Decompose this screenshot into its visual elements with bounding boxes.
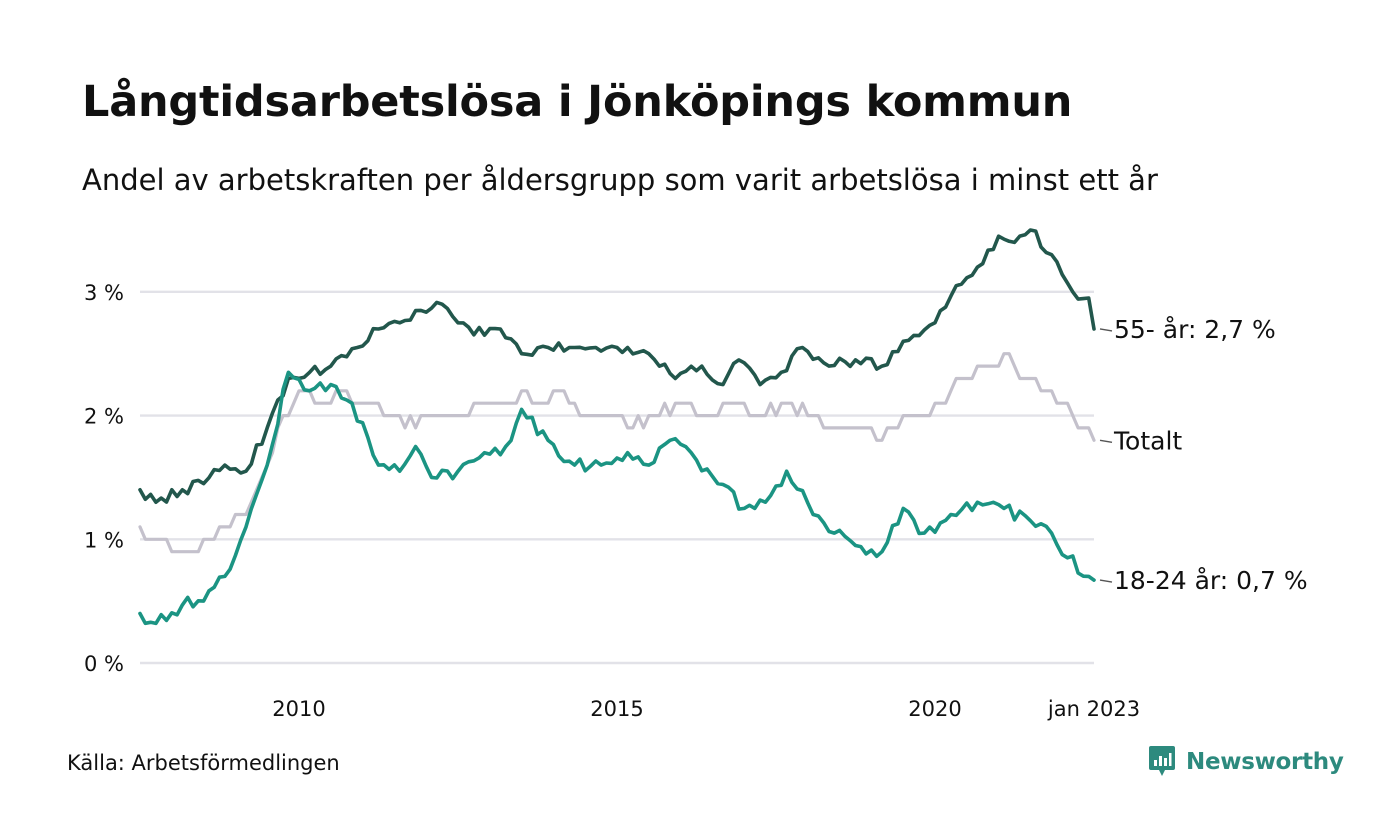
x-axis-tick-labels: 2010 2015 2020 jan 2023 — [272, 697, 1140, 721]
series-end-label: 55- år: 2,7 % — [1114, 315, 1276, 344]
brand-name: Newsworthy — [1186, 749, 1344, 775]
series-end-label: Totalt — [1113, 426, 1182, 455]
y-tick-label: 3 % — [84, 281, 124, 305]
series-line-totalt — [138, 352, 1096, 554]
series-end-labels: Totalt 55- år: 2,7 % 18-24 år: 0,7 % — [1099, 315, 1308, 595]
y-axis-tick-labels: 0 % 1 % 2 % 3 % — [84, 281, 124, 676]
newsworthy-bar-chart-icon — [1149, 746, 1175, 776]
end-label-leader — [1099, 328, 1113, 332]
series-end-label: 18-24 år: 0,7 % — [1114, 566, 1308, 595]
x-tick-label: jan 2023 — [1047, 697, 1140, 721]
source-note: Källa: Arbetsförmedlingen — [67, 751, 340, 775]
chart-title: Långtidsarbetslösa i Jönköpings kommun — [82, 77, 1073, 127]
end-label-leader — [1099, 439, 1113, 444]
series-line-55-plus — [138, 228, 1096, 504]
x-tick-label: 2015 — [590, 697, 643, 721]
series-lines — [138, 228, 1096, 626]
series-line-18-24 — [138, 370, 1096, 626]
brand-logo-link[interactable]: Newsworthy — [1148, 744, 1344, 780]
y-tick-label: 2 % — [84, 405, 124, 429]
end-label-leader — [1099, 579, 1113, 583]
chart-subtitle: Andel av arbetskraften per åldersgrupp s… — [82, 163, 1158, 197]
y-tick-label: 1 % — [84, 528, 124, 552]
x-tick-label: 2020 — [908, 697, 961, 721]
x-tick-label: 2010 — [272, 697, 325, 721]
y-tick-label: 0 % — [84, 652, 124, 676]
